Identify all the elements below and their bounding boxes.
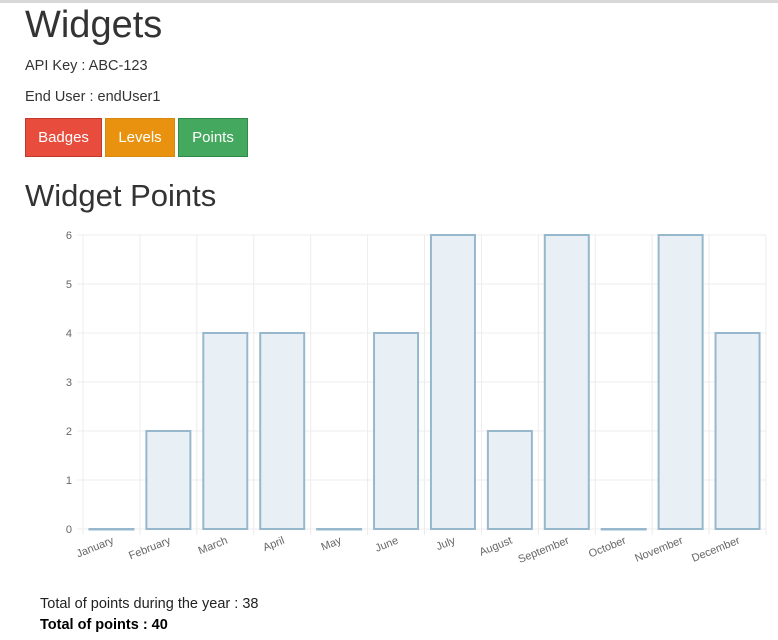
x-tick-label: December xyxy=(690,535,742,565)
y-tick-label: 1 xyxy=(66,475,72,487)
bar-march[interactable] xyxy=(202,332,249,530)
bar-september[interactable] xyxy=(543,234,590,530)
chart-grid xyxy=(77,234,767,535)
x-tick-label: January xyxy=(75,534,116,560)
x-axis-ticks: January February March April May June July Augu… xyxy=(75,534,742,565)
y-tick-label: 5 xyxy=(66,279,72,291)
x-tick-label: July xyxy=(434,534,457,553)
points-chart-container: 0 1 2 3 4 5 6 January February March April May June… xyxy=(66,230,767,566)
x-tick-label: October xyxy=(587,535,628,561)
end-user-label: End User : endUser1 xyxy=(25,89,161,105)
bar-june[interactable] xyxy=(373,332,420,530)
y-tick-label: 0 xyxy=(66,524,72,536)
widget-buttons: Badges Levels Points xyxy=(25,118,248,157)
y-axis-ticks: 0 1 2 3 4 5 6 xyxy=(66,230,72,536)
x-tick-label: November xyxy=(633,535,685,565)
badges-button[interactable]: Badges xyxy=(25,118,102,157)
x-tick-label: March xyxy=(197,535,230,558)
x-tick-label: February xyxy=(127,534,173,562)
section-title: Widget Points xyxy=(25,178,217,213)
bar-july[interactable] xyxy=(429,234,476,530)
bar-august[interactable] xyxy=(486,430,533,530)
bar-january[interactable] xyxy=(88,528,135,531)
x-tick-label: April xyxy=(261,535,286,554)
bar-december[interactable] xyxy=(714,332,761,530)
yearly-points-total: Total of points during the year : 38 xyxy=(40,596,259,612)
overall-points-total: Total of points : 40 xyxy=(40,617,168,633)
points-bar-chart: 0 1 2 3 4 5 6 January February March April May June… xyxy=(66,230,767,566)
y-tick-label: 6 xyxy=(66,230,72,242)
x-tick-label: May xyxy=(319,534,343,553)
y-tick-label: 4 xyxy=(66,328,72,340)
levels-button[interactable]: Levels xyxy=(105,118,175,157)
bar-may[interactable] xyxy=(316,528,363,531)
y-tick-label: 2 xyxy=(66,426,72,438)
api-key-label: API Key : ABC-123 xyxy=(25,58,148,74)
x-tick-label: August xyxy=(478,535,514,559)
bar-april[interactable] xyxy=(259,332,306,530)
x-tick-label: September xyxy=(517,535,572,566)
y-tick-label: 3 xyxy=(66,377,72,389)
bar-october[interactable] xyxy=(600,528,647,531)
x-tick-label: June xyxy=(374,535,401,555)
bar-november[interactable] xyxy=(657,234,704,530)
points-button[interactable]: Points xyxy=(178,118,248,157)
top-border xyxy=(0,0,778,3)
bar-february[interactable] xyxy=(145,430,192,530)
chart-bars xyxy=(88,234,761,531)
page-title: Widgets xyxy=(25,4,163,46)
